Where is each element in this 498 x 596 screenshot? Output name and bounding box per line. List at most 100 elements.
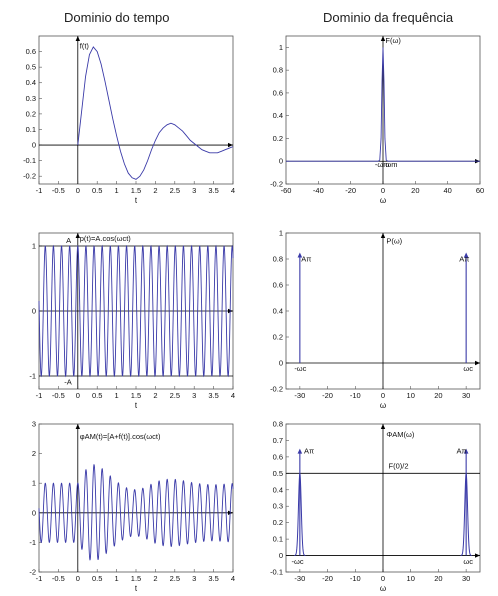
chart-Pw: -30 -20 -10 0 10 20 30 -0.2 0 0.2 0.4 0.6 0.8 1 ω P(ω) A… (270, 229, 481, 410)
annotation-label: P(ω) (386, 236, 402, 245)
y-tick-label: 0.2 (26, 109, 36, 118)
chart-ft: -1 -0.5 0 0.5 1 1.5 2 2.5 3 3.5 4 -0.2 -0.1 0 0.1 0.2 0.… (23, 35, 235, 205)
x-tick-label: 20 (411, 186, 419, 195)
frequency-domain-heading: Dominio da frequência (323, 10, 454, 25)
chart-Fw: -60 -40 -20 0 20 40 60 -0.2 0 0.2 0.4 0.6 0.8 1 ω F(ω) -… (270, 35, 484, 205)
y-tick-label: 0.6 (273, 281, 283, 290)
x-tick-label: 3.5 (208, 574, 218, 583)
impulse-arrow (297, 252, 303, 258)
x-axis-arrow (475, 553, 480, 558)
annotation-label: -A (64, 377, 72, 386)
x-tick-label: 1.5 (131, 391, 141, 400)
y-tick-label: 0.2 (273, 134, 283, 143)
annotation-label: F(ω) (385, 36, 401, 45)
y-tick-label: 0.4 (273, 307, 283, 316)
x-tick-label: -10 (350, 391, 361, 400)
y-tick-label: 2 (32, 449, 36, 458)
x-tick-label: -10 (350, 574, 361, 583)
y-tick-label: 0.3 (273, 502, 283, 511)
x-tick-label: 30 (462, 574, 470, 583)
y-tick-label: 0.7 (273, 436, 283, 445)
y-tick-label: -2 (29, 568, 36, 577)
y-tick-label: -0.1 (23, 156, 36, 165)
y-tick-label: 0.6 (273, 452, 283, 461)
y-tick-label: 0.1 (273, 535, 283, 544)
x-tick-label: 2.5 (170, 186, 180, 195)
y-tick-label: -0.2 (270, 385, 283, 394)
y-tick-label: 0 (32, 141, 36, 150)
x-tick-label: -20 (345, 186, 356, 195)
x-tick-label: 4 (231, 391, 235, 400)
y-axis-arrow (75, 233, 80, 238)
y-tick-label: -0.1 (270, 568, 283, 577)
x-tick-label: -20 (322, 574, 333, 583)
x-tick-label: 0 (381, 391, 385, 400)
x-tick-label: 0 (76, 574, 80, 583)
x-tick-label: 2.5 (170, 574, 180, 583)
x-tick-label: 1 (115, 186, 119, 195)
y-tick-label: 0.8 (273, 66, 283, 75)
x-tick-label: 20 (434, 574, 442, 583)
impulse-arrow (297, 448, 303, 454)
annotation-label: -ωc (292, 557, 304, 566)
y-tick-label: 1 (32, 479, 36, 488)
x-tick-label: 10 (407, 391, 415, 400)
x-tick-label: 0.5 (92, 574, 102, 583)
y-tick-label: 1 (279, 229, 283, 238)
annotation-label: Aπ (301, 255, 311, 264)
x-tick-label: 2 (153, 186, 157, 195)
annotation-label: -ωc (294, 364, 306, 373)
annotation-label: Aπ (304, 447, 314, 456)
y-tick-label: 0 (32, 307, 36, 316)
y-axis-arrow (380, 233, 386, 238)
x-tick-label: 2 (153, 391, 157, 400)
x-tick-label: -1 (36, 391, 43, 400)
chart-pt: -1 -0.5 0 0.5 1 1.5 2 2.5 3 3.5 4 -1 0 1 t p(t)=A.cos(ω… (29, 232, 235, 410)
y-tick-label: 0.3 (26, 94, 36, 103)
x-axis-label: ω (380, 584, 386, 593)
x-tick-label: 0 (381, 186, 385, 195)
x-tick-label: 2.5 (170, 391, 180, 400)
y-tick-label: 0 (279, 551, 283, 560)
y-tick-label: 0 (279, 359, 283, 368)
y-tick-label: 3 (32, 420, 36, 429)
x-tick-label: 3.5 (208, 391, 218, 400)
y-tick-label: -0.2 (23, 172, 36, 181)
x-tick-label: 0 (76, 186, 80, 195)
y-tick-label: 0 (279, 157, 283, 166)
x-tick-label: 3 (192, 574, 196, 583)
annotation-label: ωc (463, 557, 473, 566)
x-tick-label: 3.5 (208, 186, 218, 195)
chart-phit: -1 -0.5 0 0.5 1 1.5 2 2.5 3 3.5 4-2-10123tφAM(t)=[… (29, 420, 235, 594)
x-tick-label: 10 (407, 574, 415, 583)
y-tick-label: 0.6 (26, 47, 36, 56)
x-tick-label: 40 (443, 186, 451, 195)
series-line (77, 46, 234, 180)
x-tick-label: 0 (76, 391, 80, 400)
x-tick-label: 1.5 (131, 186, 141, 195)
y-tick-label: 0.8 (273, 255, 283, 264)
x-tick-label: 60 (476, 186, 484, 195)
series-line (38, 244, 234, 378)
x-tick-label: 20 (434, 391, 442, 400)
y-tick-label: 0.1 (26, 125, 36, 134)
x-tick-label: -40 (313, 186, 324, 195)
y-tick-label: -1 (29, 372, 36, 381)
x-axis-arrow (475, 360, 480, 366)
x-axis-arrow (228, 142, 233, 148)
plot-frame (38, 35, 234, 185)
y-tick-label: 0.2 (273, 333, 283, 342)
y-tick-label: 0.5 (26, 63, 36, 72)
x-tick-label: -60 (281, 186, 292, 195)
y-tick-label: 1 (32, 242, 36, 251)
x-tick-label: 4 (231, 186, 235, 195)
x-tick-label: 0 (381, 574, 385, 583)
x-tick-label: 1 (115, 574, 119, 583)
y-tick-label: 0.4 (273, 485, 283, 494)
x-tick-label: 30 (462, 391, 470, 400)
annotation-label: Aπ (459, 255, 469, 264)
x-tick-label: -1 (36, 574, 43, 583)
y-tick-label: 1 (279, 43, 283, 52)
x-tick-label: -0.5 (52, 574, 65, 583)
